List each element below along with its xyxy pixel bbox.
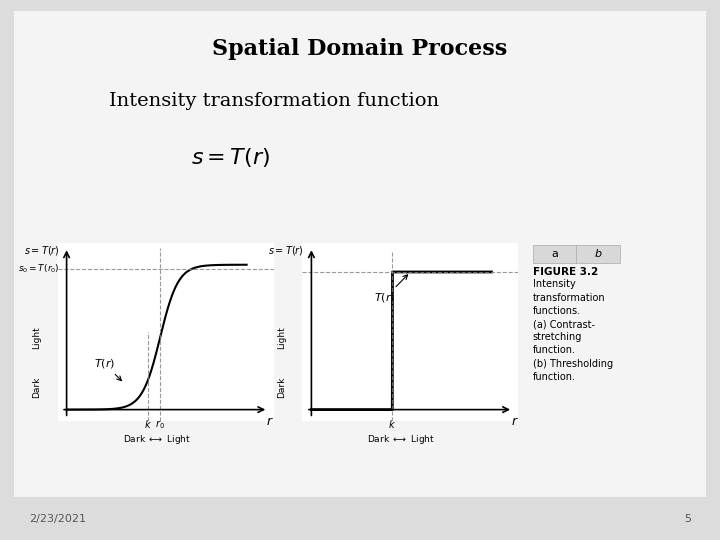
Text: $s = T(r)$: $s = T(r)$ <box>269 244 304 256</box>
Text: $r_0$: $r_0$ <box>156 418 165 431</box>
Text: a: a <box>551 249 558 259</box>
Text: Dark $\longleftrightarrow$ Light: Dark $\longleftrightarrow$ Light <box>367 433 436 446</box>
Text: b: b <box>595 249 602 259</box>
Text: Light: Light <box>32 326 42 348</box>
Text: 5: 5 <box>684 514 691 524</box>
Text: $r$: $r$ <box>266 415 274 428</box>
Text: Dark: Dark <box>277 376 287 398</box>
Text: Light: Light <box>277 326 287 348</box>
Text: Intensity transformation function: Intensity transformation function <box>109 92 438 110</box>
Text: 2/23/2021: 2/23/2021 <box>29 514 86 524</box>
Text: $T(r)$: $T(r)$ <box>94 356 122 381</box>
Bar <box>533 245 620 263</box>
Text: $s = T(r)$: $s = T(r)$ <box>24 244 60 256</box>
Text: $s_0 = T(r_0)$: $s_0 = T(r_0)$ <box>18 263 60 275</box>
Text: Dark: Dark <box>32 376 42 398</box>
Text: $k$: $k$ <box>143 418 152 430</box>
Text: Intensity
transformation
functions.
(a) Contrast-
stretching
function.
(b) Thres: Intensity transformation functions. (a) … <box>533 280 613 382</box>
Text: $s = T(r)$: $s = T(r)$ <box>191 146 270 169</box>
Text: $T(r)$: $T(r)$ <box>374 275 408 305</box>
Text: Dark $\longleftrightarrow$ Light: Dark $\longleftrightarrow$ Light <box>122 433 191 446</box>
Text: $r$: $r$ <box>511 415 518 428</box>
Text: $k$: $k$ <box>388 418 397 430</box>
Text: Spatial Domain Process: Spatial Domain Process <box>212 38 508 60</box>
Text: FIGURE 3.2: FIGURE 3.2 <box>533 267 598 278</box>
